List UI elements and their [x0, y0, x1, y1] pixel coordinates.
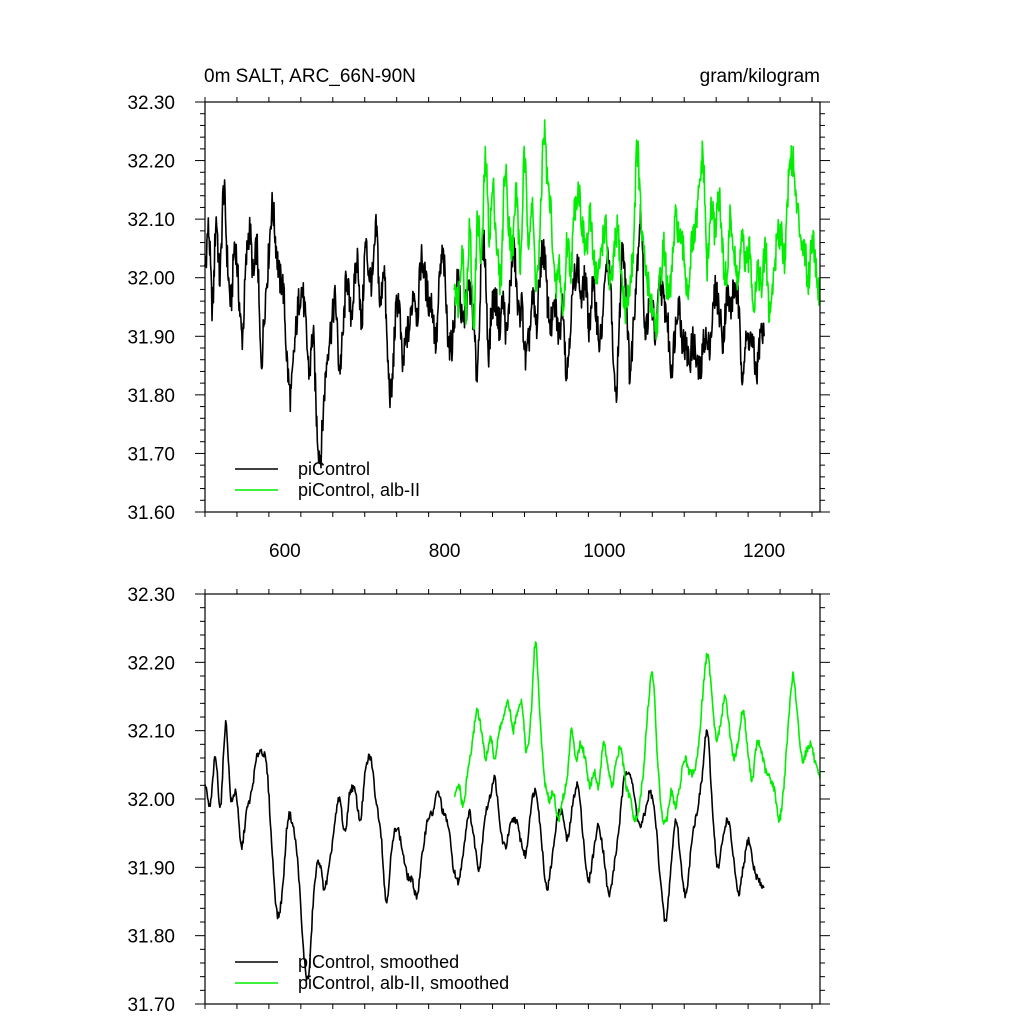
y-tick-label: 32.10 — [127, 722, 175, 743]
x-tick-label: 1000 — [583, 541, 625, 562]
series-line-picontrol — [204, 179, 765, 469]
y-tick-label: 31.80 — [127, 927, 175, 948]
legend-label: piControl, alb-II, smoothed — [298, 973, 509, 993]
series-lines — [204, 119, 821, 469]
legend-label: piControl, smoothed — [298, 952, 459, 972]
y-tick-label: 31.70 — [127, 444, 175, 465]
panel-smoothed: 31.70 31.80 31.90 32.00 32.10 32.20 32.30 piCo… — [127, 585, 830, 1016]
units-label: gram/kilogram — [700, 66, 820, 87]
legend: piControl piControl, alb-II — [235, 459, 420, 500]
y-tick-label: 32.30 — [127, 93, 175, 114]
panel-title: 0m SALT, ARC_66N-90N — [204, 66, 416, 87]
legend: piControl, smoothed piControl, alb-II, s… — [235, 952, 509, 993]
y-tick-label: 32.00 — [127, 790, 175, 811]
y-tick-label: 32.10 — [127, 210, 175, 231]
tick-labels: 31.70 31.80 31.90 32.00 32.10 32.20 32.30 — [127, 585, 175, 1016]
x-tick-label: 600 — [269, 541, 301, 562]
legend-label: piControl — [298, 459, 370, 479]
series-line-picontrol-smoothed — [204, 719, 765, 981]
x-tick-label: 800 — [429, 541, 461, 562]
y-tick-label: 32.20 — [127, 152, 175, 173]
x-tick-label: 1200 — [743, 541, 785, 562]
ticks — [195, 97, 830, 517]
y-tick-label: 31.70 — [127, 995, 175, 1016]
series-lines — [204, 641, 821, 981]
plot-frame — [204, 101, 821, 513]
y-tick-label: 32.00 — [127, 269, 175, 290]
y-tick-label: 32.30 — [127, 585, 175, 606]
ticks — [195, 589, 830, 1009]
y-tick-label: 31.90 — [127, 858, 175, 879]
y-tick-label: 31.90 — [127, 327, 175, 348]
panel-raw: 0m SALT, ARC_66N-90N gram/kilogram 31.60… — [127, 66, 830, 562]
series-line-picontrol-alb-ii — [453, 119, 821, 340]
y-tick-label: 31.80 — [127, 386, 175, 407]
y-tick-label: 32.20 — [127, 653, 175, 674]
y-tick-label: 31.60 — [127, 503, 175, 524]
tick-labels: 31.60 31.70 31.80 31.90 32.00 32.10 32.20 32.30… — [127, 93, 785, 562]
series-line-picontrol-alb-ii-smoothed — [453, 641, 821, 825]
legend-label: piControl, alb-II — [298, 480, 420, 500]
plot-frame — [204, 593, 821, 1005]
